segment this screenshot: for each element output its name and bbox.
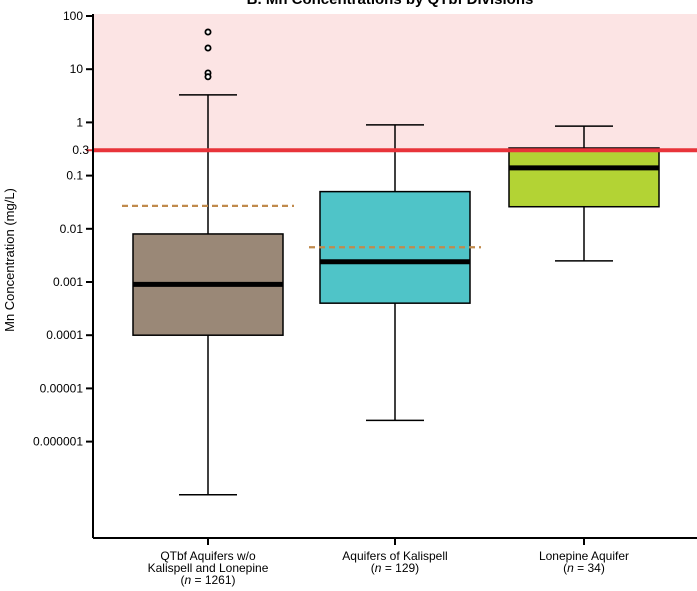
outlier-point [204,44,212,52]
category-label: Lonepine Aquifer [539,549,629,563]
y-tick-label: 10 [70,62,84,76]
category-label: Aquifers of Kalispell [342,549,447,563]
outlier-point [204,73,212,81]
box-iqr [508,147,660,208]
category-label: QTbf Aquifers w/o [160,549,256,563]
y-tick-label: 0.01 [60,222,84,236]
box-group [508,125,660,262]
category-label: Kalispell and Lonepine [148,561,269,575]
y-tick-label: 0.1 [66,169,83,183]
y-tick-label: 0.001 [53,275,83,289]
box-group [309,124,481,422]
y-tick-label: 0.0001 [46,328,83,342]
sample-size-label: (n = 1261) [180,573,235,587]
y-tick-label: 100 [63,9,83,23]
y-tick-label: 0.00001 [40,381,84,395]
y-tick-label: 0.000001 [33,435,83,449]
sample-size-label: (n = 129) [371,561,419,575]
y-tick-label: 1 [76,115,83,129]
chart-title: B. Mn Concentrations by QTbf Divisions [247,0,534,8]
y-axis-ticks: 100 10 1 0.1 0.01 0.001 0.0001 0.00001 0.000001 [33,9,93,449]
box-groups [122,28,660,496]
sample-size-label: (n = 34) [563,561,605,575]
y-axis-label: Mn Concentration (mg/L) [2,188,17,332]
box-group [122,28,294,496]
threshold-label: 0.3 [72,143,89,157]
outlier-point [204,28,212,36]
